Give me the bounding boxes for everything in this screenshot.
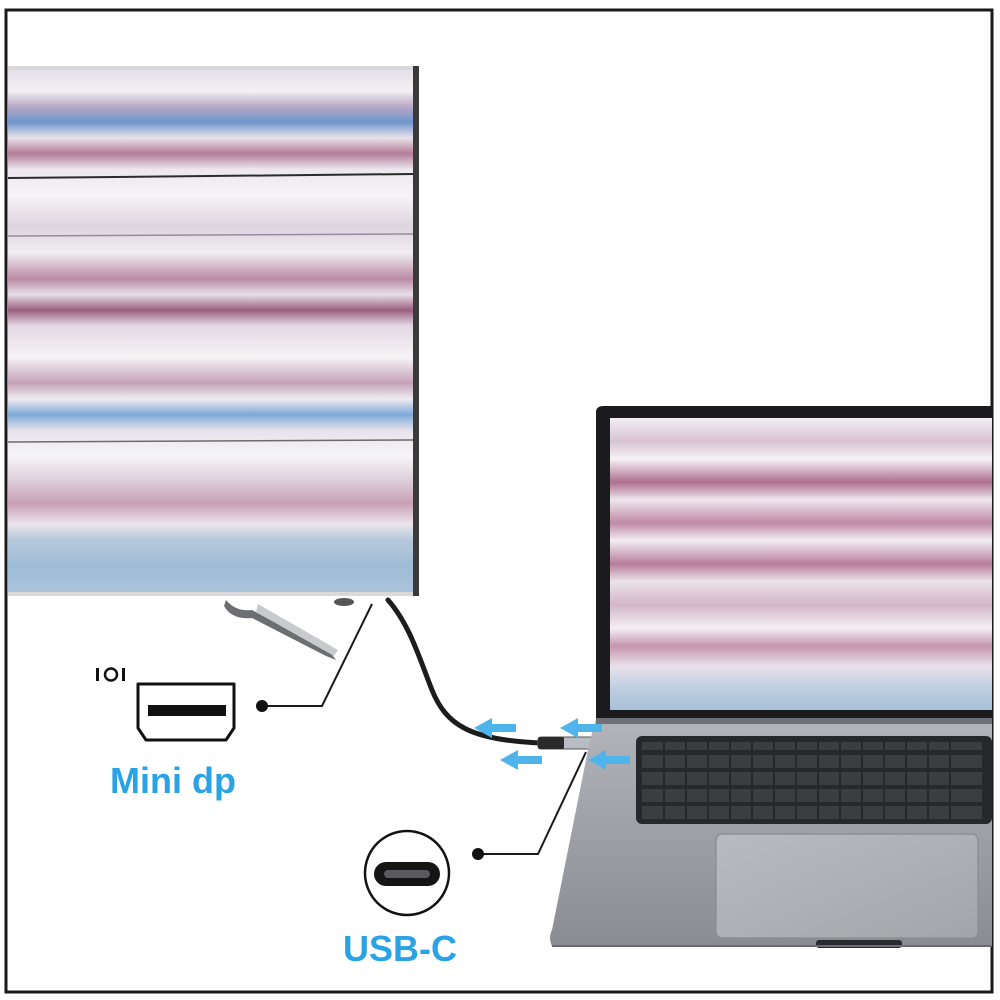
screen-streak bbox=[7, 173, 414, 179]
data-flow-arrows bbox=[474, 718, 630, 770]
external-monitor bbox=[7, 66, 419, 660]
displayport-symbol-icon bbox=[96, 667, 125, 682]
usb-c-port-icon bbox=[363, 829, 451, 917]
keyboard-key-gaps bbox=[663, 742, 951, 819]
cable bbox=[385, 597, 543, 746]
monitor-stand bbox=[224, 598, 354, 660]
laptop-screen bbox=[610, 418, 992, 710]
arrow-left-icon bbox=[474, 718, 516, 738]
screen-streak bbox=[7, 233, 414, 237]
usb-c-label: USB-C bbox=[343, 928, 457, 969]
mini-dp-label: Mini dp bbox=[110, 760, 236, 801]
mini-displayport-port-icon bbox=[136, 682, 236, 742]
arrow-left-icon bbox=[560, 718, 602, 738]
arrow-left-icon bbox=[588, 750, 630, 770]
usb-c-callout-line bbox=[472, 751, 587, 860]
monitor-screen bbox=[8, 70, 413, 592]
arrow-left-icon bbox=[500, 750, 542, 770]
laptop bbox=[550, 406, 992, 948]
mini-dp-callout-line bbox=[256, 603, 373, 712]
laptop-trackpad bbox=[715, 833, 979, 939]
plug-housing bbox=[538, 737, 564, 749]
screen-streak bbox=[7, 439, 414, 443]
monitor-side-edge bbox=[413, 66, 419, 596]
